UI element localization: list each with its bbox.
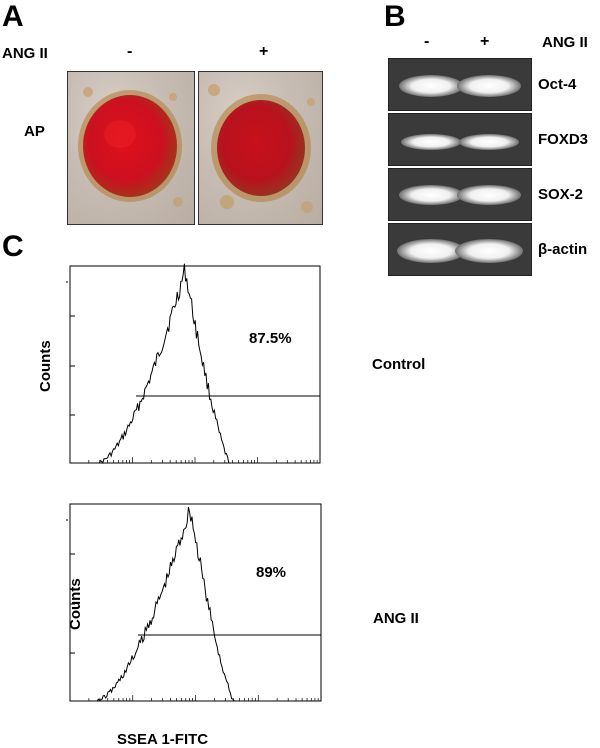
panel-b-minus-sign: - — [424, 33, 430, 50]
histogram-ang-ii-condition: ANG II — [373, 610, 419, 627]
histogram-control-y-ticks — [66, 281, 75, 416]
gel-band-oct4-graphic — [399, 75, 521, 97]
gel-band-foxd3 — [388, 113, 532, 166]
panel-a-condition-label: ANG II — [2, 45, 48, 62]
panel-a-row-label: AP — [24, 123, 45, 140]
histogram-xlabel: SSEA 1-FITC — [117, 731, 209, 748]
flow-histogram-ang-ii — [66, 503, 322, 702]
histogram-ang-ii-ylabel: Counts — [67, 578, 84, 630]
panel-letter-c: C — [2, 230, 24, 263]
histogram-control-curve — [98, 263, 230, 464]
panel-b-condition-label: ANG II — [542, 34, 588, 51]
gel-label-foxd3: FOXD3 — [538, 131, 589, 148]
panel-b-plus-sign: + — [480, 33, 490, 50]
panel-a-minus-sign: - — [127, 43, 133, 60]
gel-band-foxd3-graphic — [401, 134, 519, 150]
histogram-control-percent: 87.5% — [249, 330, 292, 347]
panel-letter-a: A — [2, 0, 24, 33]
histogram-control-x-ticks — [69, 457, 318, 463]
gel-band-beta-actin — [388, 223, 532, 276]
gel-label-beta-actin: β-actin — [538, 241, 588, 258]
histogram-control-ylabel: Counts — [37, 340, 54, 392]
ap-colony-control-graphic — [78, 87, 183, 207]
gel-band-sox2-graphic — [399, 185, 521, 205]
gel-band-oct4 — [388, 58, 532, 111]
histogram-control-frame — [69, 265, 321, 464]
histogram-ang-ii-x-ticks — [69, 695, 319, 701]
gel-label-sox2: SOX-2 — [538, 186, 584, 203]
histogram-ang-ii-y-ticks — [66, 519, 75, 654]
panel-a-plus-sign: + — [259, 43, 269, 60]
histogram-control-condition: Control — [372, 356, 426, 373]
gel-band-sox2 — [388, 168, 532, 221]
ap-stain-image-ang-ii — [198, 71, 323, 225]
histogram-ang-ii-percent: 89% — [256, 564, 287, 581]
gel-label-oct4: Oct-4 — [538, 76, 577, 93]
gel-band-beta-actin-graphic — [397, 239, 523, 263]
ap-colony-ang-ii-graphic — [208, 84, 315, 213]
flow-histogram-control — [66, 263, 321, 464]
ap-stain-image-control — [67, 71, 195, 225]
panel-letter-b: B — [384, 0, 406, 33]
histogram-ang-ii-curve — [96, 506, 235, 702]
histogram-ang-ii-frame — [69, 503, 322, 702]
